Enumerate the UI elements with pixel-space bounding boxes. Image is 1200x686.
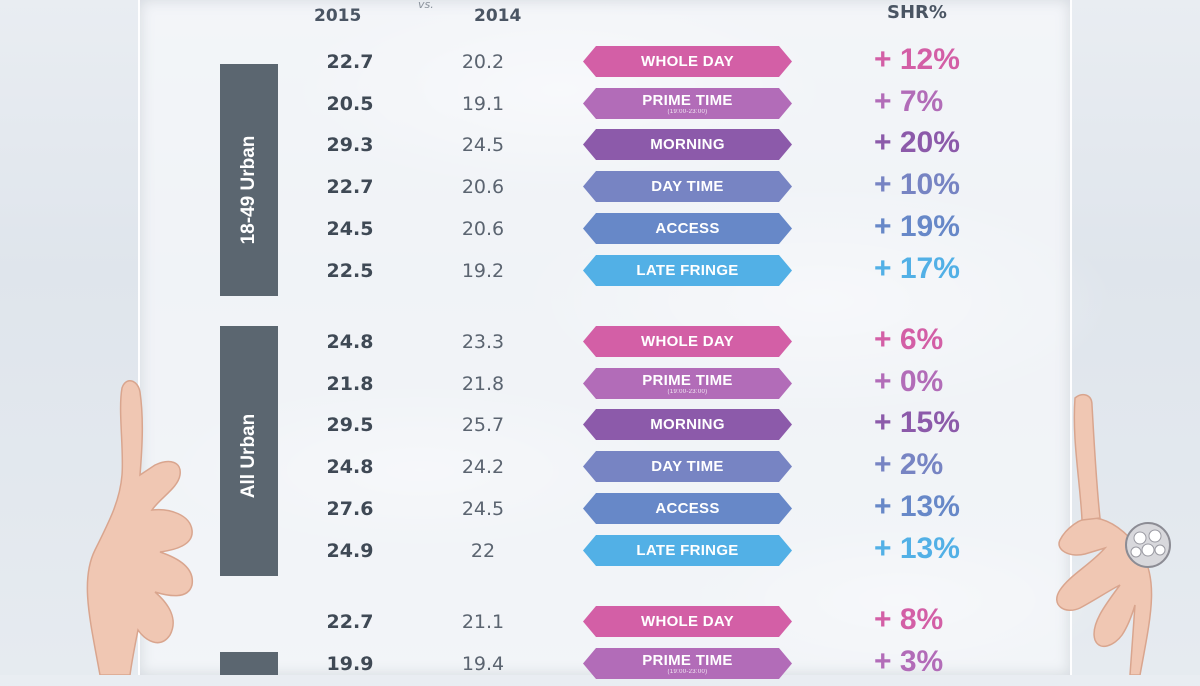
table-row: 21.8 21.8 PRIME TIME (19:00-23:00) + 0%: [0, 364, 1200, 406]
shr-change: + 13%: [874, 532, 960, 565]
shr-change: + 6%: [874, 323, 944, 356]
daypart-band: MORNING: [583, 129, 792, 160]
daypart-band: WHOLE DAY: [583, 606, 792, 637]
value-2015: 24.8: [326, 456, 374, 478]
table-row: 24.5 20.6 ACCESS + 19%: [0, 209, 1200, 251]
shr-change: + 8%: [874, 603, 944, 636]
value-2015: 27.6: [326, 498, 374, 520]
ring-icon: [1125, 522, 1171, 568]
shr-change: + 0%: [874, 365, 944, 398]
daypart-band: DAY TIME: [583, 171, 792, 202]
table-row: 29.3 24.5 MORNING + 20%: [0, 125, 1200, 167]
value-2014: 22: [470, 540, 496, 562]
group-bar-third: [220, 652, 278, 675]
value-2014: 20.6: [461, 176, 505, 198]
table-row: 29.5 25.7 MORNING + 15%: [0, 405, 1200, 447]
daypart-label: PRIME TIME: [642, 92, 733, 109]
header-year-2015: 2015: [314, 6, 362, 26]
group-bar-all-urban: [220, 326, 278, 576]
value-2014: 21.8: [461, 373, 505, 395]
table-row: 20.5 19.1 PRIME TIME (19:00-23:00) + 7%: [0, 84, 1200, 126]
value-2015: 21.8: [326, 373, 374, 395]
value-2014: 20.6: [461, 218, 505, 240]
daypart-band: DAY TIME: [583, 451, 792, 482]
daypart-label: PRIME TIME: [642, 652, 733, 669]
value-2014: 19.2: [461, 260, 505, 282]
value-2014: 19.1: [461, 93, 505, 115]
daypart-label: PRIME TIME: [642, 372, 733, 389]
value-2014: 19.4: [461, 653, 505, 675]
table-row: 22.7 20.6 DAY TIME + 10%: [0, 167, 1200, 209]
daypart-band: ACCESS: [583, 213, 792, 244]
value-2014: 20.2: [461, 51, 505, 73]
shr-change: + 17%: [874, 252, 960, 285]
shr-change: + 7%: [874, 85, 944, 118]
left-hand: [86, 380, 193, 675]
daypart-band: MORNING: [583, 409, 792, 440]
header-shr: SHR%: [887, 2, 947, 23]
daypart-band: LATE FRINGE: [583, 535, 792, 566]
shr-change: + 2%: [874, 448, 944, 481]
value-2015: 29.5: [326, 414, 374, 436]
value-2015: 20.5: [326, 93, 374, 115]
daypart-sublabel: (19:00-23:00): [667, 109, 708, 115]
daypart-band: WHOLE DAY: [583, 326, 792, 357]
daypart-sublabel: (19:00-23:00): [667, 389, 708, 395]
shr-change: + 10%: [874, 168, 960, 201]
value-2015: 24.5: [326, 218, 374, 240]
table-row: 22.7 21.1 WHOLE DAY + 8%: [0, 602, 1200, 644]
table-row: 19.9 19.4 PRIME TIME (19:00-23:00) + 3%: [0, 644, 1200, 686]
shr-change: + 3%: [874, 645, 944, 678]
table-row: 27.6 24.5 ACCESS + 13%: [0, 489, 1200, 531]
shr-change: + 20%: [874, 126, 960, 159]
value-2014: 25.7: [461, 414, 505, 436]
table-row: 24.8 24.2 DAY TIME + 2%: [0, 447, 1200, 489]
value-2014: 24.5: [461, 134, 505, 156]
daypart-band: PRIME TIME (19:00-23:00): [583, 88, 792, 119]
value-2015: 29.3: [326, 134, 374, 156]
shr-change: + 13%: [874, 490, 960, 523]
value-2015: 24.9: [326, 540, 374, 562]
value-2015: 24.8: [326, 331, 374, 353]
table-row: 22.5 19.2 LATE FRINGE + 17%: [0, 251, 1200, 293]
daypart-band: WHOLE DAY: [583, 46, 792, 77]
header-vs: vs.: [418, 0, 434, 11]
value-2015: 22.7: [326, 611, 374, 633]
table-row: 24.8 23.3 WHOLE DAY + 6%: [0, 322, 1200, 364]
daypart-band: PRIME TIME (19:00-23:00): [583, 368, 792, 399]
daypart-band: PRIME TIME (19:00-23:00): [583, 648, 792, 679]
value-2014: 21.1: [461, 611, 505, 633]
table-row: 24.9 22 LATE FRINGE + 13%: [0, 531, 1200, 573]
daypart-sublabel: (19:00-23:00): [667, 669, 708, 675]
table-row: 22.7 20.2 WHOLE DAY + 12%: [0, 42, 1200, 84]
group-bar-18-49-urban: [220, 64, 278, 296]
value-2014: 24.5: [461, 498, 505, 520]
value-2015: 22.7: [326, 51, 374, 73]
daypart-band: LATE FRINGE: [583, 255, 792, 286]
value-2014: 23.3: [461, 331, 505, 353]
shr-change: + 12%: [874, 43, 960, 76]
value-2015: 22.5: [326, 260, 374, 282]
value-2015: 19.9: [326, 653, 374, 675]
shr-change: + 15%: [874, 406, 960, 439]
daypart-band: ACCESS: [583, 493, 792, 524]
shr-change: + 19%: [874, 210, 960, 243]
value-2015: 22.7: [326, 176, 374, 198]
value-2014: 24.2: [461, 456, 505, 478]
header-year-2014: 2014: [474, 6, 522, 26]
right-hand: [1056, 393, 1171, 675]
